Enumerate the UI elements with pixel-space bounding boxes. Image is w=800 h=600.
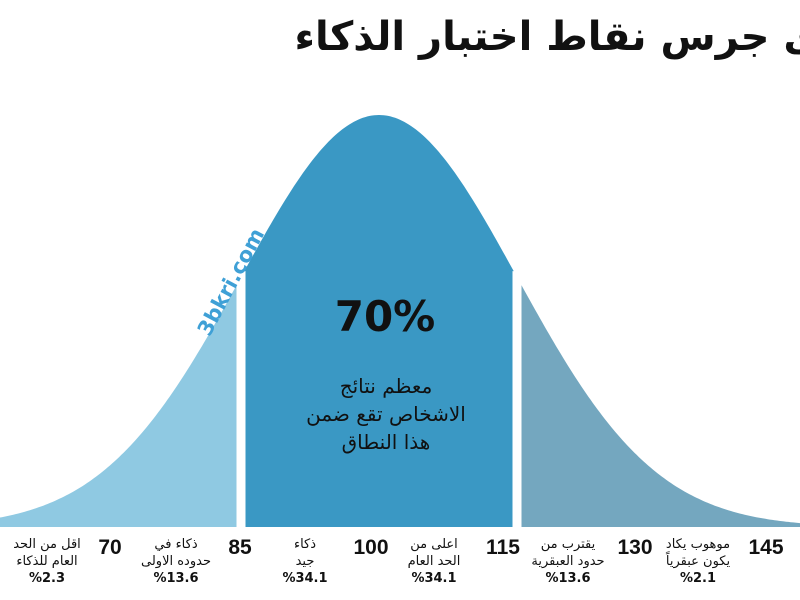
right-tail-area [517, 277, 800, 527]
band-label-line: يكون عبقرياً [665, 554, 731, 569]
band-label-line: الحد العام [407, 554, 461, 569]
band-percent: %2.1 [679, 571, 717, 586]
band-label-line: حدوده الاولى [141, 554, 211, 569]
band-percent: %13.6 [153, 571, 199, 586]
band-label: يقترب من حدود العبقرية %13.6 [531, 536, 604, 587]
band-label: اقل من الحد العام للذكاء %2.3 [13, 536, 81, 587]
band-label-line: اقل من الحد [13, 537, 81, 552]
center-percent-label: 70% [334, 292, 436, 341]
page-title: ى جرس نقاط اختبار الذكاء [294, 14, 800, 60]
band-percent: %34.1 [282, 571, 328, 586]
band-label-line: ذكاء في [154, 537, 198, 552]
center-description: معظم نتائج الاشخاص تقع ضمن هذا النطاق [306, 374, 466, 454]
band-label: اعلى من الحد العام %34.1 [408, 536, 461, 587]
left-tail-area [0, 277, 241, 527]
tick-label-100: 100 [353, 536, 389, 559]
tick-label-85: 85 [228, 536, 252, 559]
band-label: ذكاء في حدوده الاولى %13.6 [141, 536, 211, 587]
band-label-line: العام للذكاء [16, 554, 78, 569]
tick-label-130: 130 [617, 536, 653, 559]
band-label-line: ذكاء [293, 537, 317, 552]
tick-label-145: 145 [748, 536, 784, 559]
band-percent: %2.3 [28, 571, 66, 586]
band-label-line: جيد [295, 554, 315, 569]
center-area [241, 115, 517, 527]
band-label-line: موهوب يكاد [665, 537, 731, 552]
band-label: ذكاء جيد %34.1 [282, 536, 327, 587]
tick-label-70: 70 [98, 536, 122, 559]
band-label: موهوب يكاد يكون عبقرياً %2.1 [666, 536, 730, 587]
band-label-line: حدود العبقرية [531, 554, 605, 569]
band-percent: %13.6 [545, 571, 591, 586]
band-percent: %34.1 [411, 571, 457, 586]
band-label-line: يقترب من [540, 537, 596, 552]
band-label-line: اعلى من [410, 537, 458, 552]
tick-label-115: 115 [486, 536, 520, 559]
